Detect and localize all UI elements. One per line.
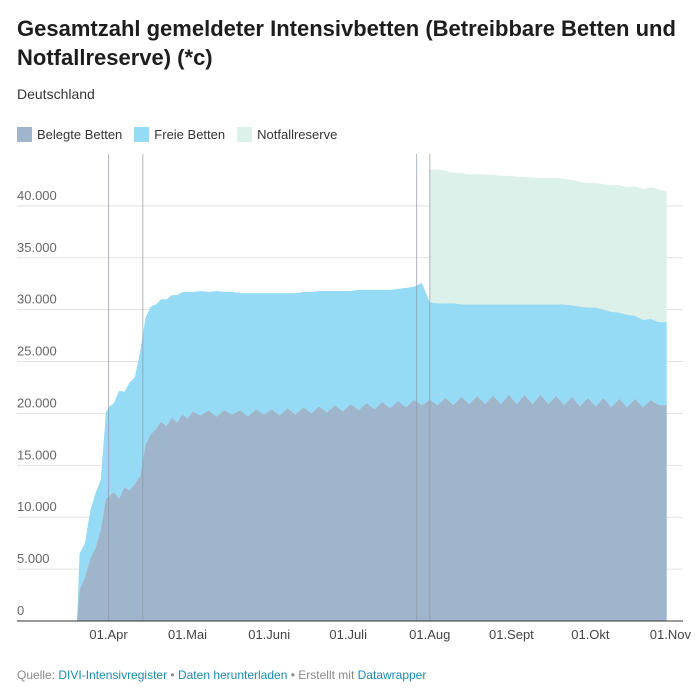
- y-tick-label: 35.000: [17, 240, 57, 255]
- y-tick-label: 20.000: [17, 395, 57, 410]
- x-tick-label: 01.Aug: [409, 627, 450, 642]
- y-tick-label: 5.000: [17, 551, 50, 566]
- x-tick-label: 01.Sept: [489, 627, 534, 642]
- legend-label-notfallreserve: Notfallreserve: [257, 127, 338, 142]
- area-notfallreserve: [429, 169, 667, 323]
- legend-swatch-notfallreserve: [237, 127, 253, 142]
- chart-title: Gesamtzahl gemeldeter Intensivbetten (Be…: [17, 16, 676, 70]
- area-chart: 0 5.000 10.000 15.000 20.000 25.000 30.000 35.0…: [17, 154, 692, 642]
- x-tick-label: 01.Juni: [248, 627, 290, 642]
- legend-swatch-belegte-betten: [17, 127, 32, 142]
- x-tick-label: 01.Apr: [89, 627, 128, 642]
- y-tick-label: 0: [17, 603, 24, 618]
- legend-label-freie-betten: Freie Betten: [154, 127, 226, 142]
- x-axis: 01.Apr 01.Mai 01.Juni 01.Juli 01.Aug 01.Sept 0…: [17, 620, 692, 642]
- footer-separator: •: [290, 668, 295, 682]
- download-data-link[interactable]: Daten herunterladen: [177, 668, 288, 682]
- legend-item-notfallreserve: Notfallreserve: [237, 127, 337, 142]
- area-layer: [77, 169, 667, 621]
- area-belegte-betten: [77, 394, 667, 621]
- x-tick-label: 01.Mai: [168, 627, 207, 642]
- legend-swatch-freie-betten: [134, 127, 150, 142]
- x-tick-label: 01.Nov: [650, 627, 692, 642]
- legend-item-freie-betten: Freie Betten: [134, 127, 225, 142]
- y-tick-label: 15.000: [17, 447, 57, 462]
- y-tick-label: 10.000: [17, 499, 57, 514]
- reference-line-layer: [108, 154, 431, 621]
- datawrapper-link[interactable]: Datawrapper: [357, 668, 427, 682]
- area-freie-betten: [77, 282, 667, 621]
- footer: Quelle: DIVI-Intensivregister • Daten he…: [17, 668, 426, 682]
- legend-item-belegte-betten: Belegte Betten: [17, 127, 122, 142]
- footer-source-prefix: Quelle:: [17, 668, 56, 682]
- y-axis: 0 5.000 10.000 15.000 20.000 25.000 30.000 35.0…: [17, 188, 57, 618]
- x-tick-label: 01.Juli: [329, 627, 367, 642]
- x-tick-label: 01.Okt: [571, 627, 610, 642]
- source-link[interactable]: DIVI-Intensivregister: [58, 668, 168, 682]
- footer-separator: •: [170, 668, 175, 682]
- legend-label-belegte-betten: Belegte Betten: [37, 127, 123, 142]
- footer-made-with: Erstellt mit: [298, 668, 355, 682]
- legend: Belegte Betten Freie Betten Notfallreser…: [17, 127, 337, 142]
- y-tick-label: 30.000: [17, 292, 57, 307]
- chart-subtitle: Deutschland: [17, 86, 95, 102]
- y-tick-label: 40.000: [17, 188, 57, 203]
- y-tick-label: 25.000: [17, 344, 57, 359]
